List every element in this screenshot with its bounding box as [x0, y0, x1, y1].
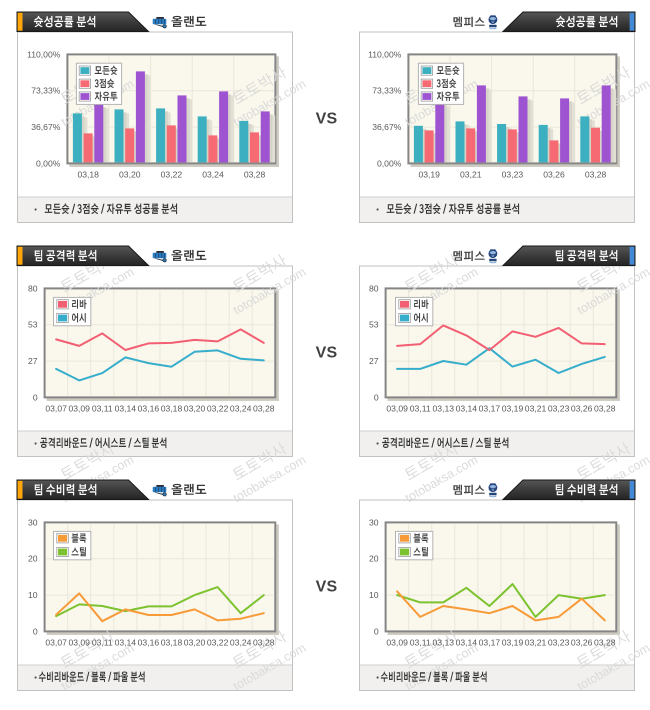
svg-text:73,33%: 73,33% [372, 86, 402, 96]
svg-text:0: 0 [33, 626, 38, 636]
svg-text:03,17: 03,17 [479, 404, 501, 414]
svg-text:03,17: 03,17 [479, 638, 501, 648]
svg-text:VS: VS [316, 579, 338, 596]
svg-text:03,14: 03,14 [456, 638, 478, 648]
svg-text:36,67%: 36,67% [31, 122, 61, 132]
svg-text:27: 27 [28, 356, 38, 366]
svg-text:0: 0 [374, 392, 379, 402]
svg-text:03,20: 03,20 [184, 638, 206, 648]
svg-text:03,24: 03,24 [230, 404, 252, 414]
svg-text:03,26: 03,26 [543, 170, 565, 180]
svg-text:03,14: 03,14 [115, 638, 137, 648]
svg-text:80: 80 [369, 283, 379, 293]
svg-text:03,19: 03,19 [502, 404, 524, 414]
svg-text:27: 27 [369, 356, 379, 366]
svg-text:totobaksa.com: totobaksa.com [231, 453, 308, 506]
svg-text:53: 53 [369, 320, 379, 330]
svg-text:03,09: 03,09 [386, 404, 408, 414]
svg-text:03,28: 03,28 [244, 170, 266, 180]
svg-text:03,09: 03,09 [68, 638, 90, 648]
svg-text:80: 80 [28, 283, 38, 293]
svg-text:03,14: 03,14 [456, 404, 478, 414]
svg-text:03,11: 03,11 [410, 638, 431, 648]
svg-text:03,23: 03,23 [548, 638, 570, 648]
svg-text:03,24: 03,24 [230, 638, 252, 648]
svg-text:03,22: 03,22 [207, 638, 229, 648]
svg-text:03,28: 03,28 [253, 404, 275, 414]
svg-text:110,00%: 110,00% [27, 49, 61, 59]
svg-text:110,00%: 110,00% [368, 49, 402, 59]
svg-text:20: 20 [28, 554, 38, 564]
svg-text:30: 30 [369, 517, 379, 527]
svg-text:03,28: 03,28 [594, 638, 616, 648]
svg-text:03,14: 03,14 [115, 404, 137, 414]
svg-text:VS: VS [316, 345, 338, 362]
svg-text:03,09: 03,09 [386, 638, 408, 648]
svg-text:0,00%: 0,00% [377, 158, 402, 168]
svg-text:03,24: 03,24 [202, 170, 224, 180]
svg-text:03,16: 03,16 [138, 638, 160, 648]
svg-text:03,28: 03,28 [253, 638, 275, 648]
svg-text:03,11: 03,11 [92, 404, 113, 414]
svg-text:03,19: 03,19 [418, 170, 440, 180]
svg-text:03,20: 03,20 [119, 170, 141, 180]
svg-text:03,11: 03,11 [410, 404, 431, 414]
svg-text:0: 0 [33, 392, 38, 402]
svg-text:0,00%: 0,00% [36, 158, 61, 168]
svg-text:03,18: 03,18 [77, 170, 99, 180]
svg-text:03,09: 03,09 [68, 404, 90, 414]
svg-text:03,21: 03,21 [525, 638, 547, 648]
svg-text:03,23: 03,23 [502, 170, 524, 180]
svg-text:03,26: 03,26 [571, 404, 593, 414]
svg-text:03,18: 03,18 [161, 638, 183, 648]
svg-text:VS: VS [316, 111, 338, 128]
svg-text:03,22: 03,22 [161, 170, 183, 180]
svg-text:03,11: 03,11 [92, 638, 113, 648]
svg-text:03,13: 03,13 [433, 638, 455, 648]
svg-text:03,19: 03,19 [502, 638, 524, 648]
svg-text:0: 0 [374, 626, 379, 636]
svg-text:03,07: 03,07 [45, 404, 67, 414]
svg-text:53: 53 [28, 320, 38, 330]
svg-text:03,26: 03,26 [571, 638, 593, 648]
svg-text:03,23: 03,23 [548, 404, 570, 414]
svg-text:03,20: 03,20 [184, 404, 206, 414]
svg-text:03,21: 03,21 [525, 404, 547, 414]
svg-text:10: 10 [28, 590, 38, 600]
svg-text:03,21: 03,21 [460, 170, 482, 180]
svg-text:10: 10 [369, 590, 379, 600]
svg-text:03,28: 03,28 [585, 170, 607, 180]
svg-text:03,28: 03,28 [594, 404, 616, 414]
svg-text:30: 30 [28, 517, 38, 527]
svg-text:03,13: 03,13 [433, 404, 455, 414]
svg-text:03,07: 03,07 [45, 638, 67, 648]
svg-text:03,16: 03,16 [138, 404, 160, 414]
svg-text:36,67%: 36,67% [372, 122, 402, 132]
svg-text:03,22: 03,22 [207, 404, 229, 414]
svg-text:20: 20 [369, 554, 379, 564]
svg-text:totobaksa.com: totobaksa.com [403, 453, 480, 506]
svg-text:03,18: 03,18 [161, 404, 183, 414]
svg-text:73,33%: 73,33% [31, 86, 61, 96]
